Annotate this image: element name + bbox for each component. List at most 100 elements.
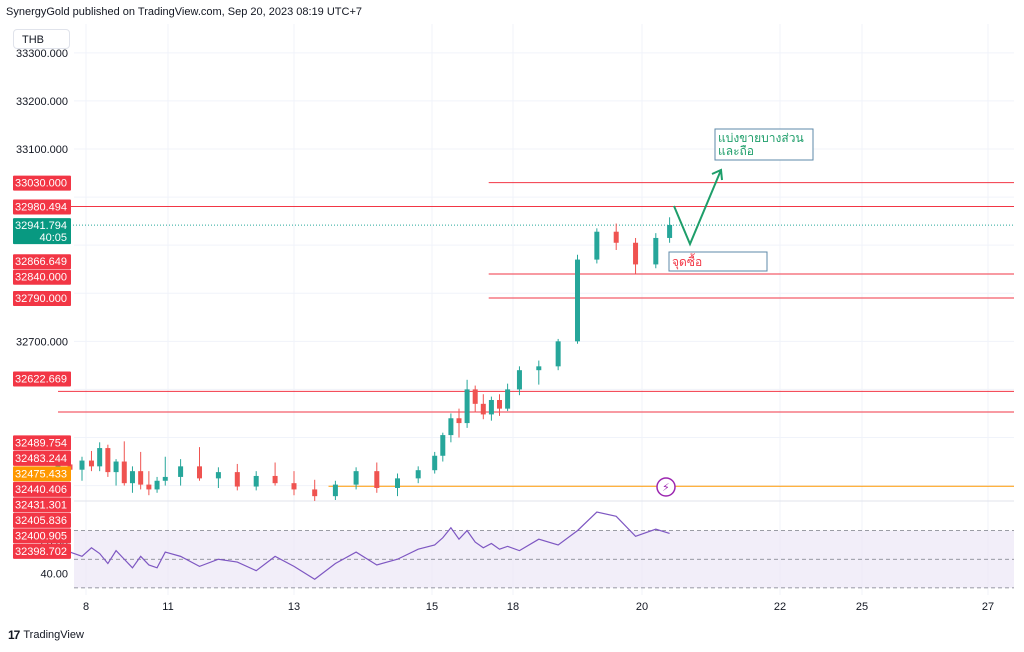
time-axis[interactable]: 8 11 13 15 18 20 22 25 27 [83, 601, 994, 613]
price-tick-label: 33300.000 [16, 48, 68, 60]
price-label-text: 32440.406 [15, 484, 67, 496]
candle-body [353, 471, 359, 485]
price-label-badge [13, 497, 71, 513]
candle-body [516, 370, 522, 390]
candle-body [253, 475, 259, 487]
candle-body [555, 341, 561, 367]
price-tick-label: 33200.000 [16, 96, 68, 108]
price-label-text: 32489.754 [15, 437, 67, 449]
price-tick-label: 33100.000 [16, 144, 68, 156]
price-label-badge [13, 543, 71, 559]
candle-body [480, 403, 486, 415]
candle-body [472, 389, 478, 404]
candle-body [332, 484, 338, 497]
currency-label[interactable]: THB [13, 29, 70, 49]
time-tick-label: 11 [162, 601, 173, 613]
candle-body [613, 231, 619, 243]
candle-body [594, 231, 600, 260]
candle-body [415, 470, 421, 479]
candle-body [488, 399, 494, 415]
candle-body [197, 466, 202, 479]
candle-body [162, 476, 168, 481]
annotation-text-sell: และถือ [718, 144, 754, 158]
candle-body [215, 472, 221, 479]
price-label-text: 32405.836 [15, 515, 67, 527]
rsi-line [57, 511, 670, 580]
candle-body [121, 461, 127, 484]
candle-body [312, 489, 318, 497]
annotation-text-buy: จุดซื้อ [672, 253, 702, 270]
candle-body [575, 259, 580, 342]
time-tick-label: 27 [982, 601, 994, 613]
grid [74, 24, 1014, 595]
rsi-series [57, 511, 670, 580]
time-tick-label: 22 [774, 601, 786, 613]
candle-body [667, 224, 673, 238]
tradingview-logo-icon: 17 [8, 628, 20, 642]
candle-body [178, 466, 184, 477]
candle-body [97, 448, 103, 467]
price-label-text: 32840.000 [15, 272, 67, 284]
annotation-text-sell: แบ่งขายบางส่วน [718, 131, 804, 145]
price-label-badge [13, 218, 71, 245]
footer-brand-text: TradingView [23, 629, 84, 641]
candle-body [432, 455, 438, 471]
projection-arrow [673, 169, 722, 247]
candle-body [154, 480, 160, 490]
candle-body [505, 389, 511, 409]
candle-body [138, 471, 144, 485]
candle-body [291, 483, 297, 490]
time-tick-label: 18 [507, 601, 519, 613]
publisher-line: SynergyGold published on TradingView.com… [6, 6, 362, 18]
candle-body [633, 242, 639, 265]
level-lines [58, 182, 1014, 487]
price-label-badge [13, 269, 71, 285]
candle-body [536, 366, 542, 371]
candle-body [129, 471, 135, 484]
price-label-badge [13, 199, 71, 215]
candle-body [113, 461, 119, 473]
candle-body [464, 389, 470, 424]
candle-body [146, 484, 152, 490]
price-label-badge [13, 254, 71, 270]
price-label-badge [13, 450, 71, 466]
price-label-badge [13, 512, 71, 528]
price-label-text: 32400.905 [15, 530, 67, 542]
candle-body [105, 448, 111, 473]
candle-body [88, 460, 94, 467]
price-label-text: 33030.000 [15, 178, 67, 190]
price-label-text: 32483.244 [15, 453, 67, 465]
candle-body [395, 478, 400, 488]
lightning-icon [656, 477, 676, 497]
candlestick-series [55, 217, 673, 501]
price-label-badge [13, 291, 71, 307]
price-label-text: 32866.649 [15, 256, 67, 268]
price-label-badge [13, 175, 71, 191]
time-tick-label: 25 [856, 601, 868, 613]
price-label-badge [13, 435, 71, 451]
candle-body [456, 418, 462, 424]
price-label-text: 32475.433 [15, 468, 67, 480]
candle-body [440, 435, 446, 456]
price-axis[interactable]: 33300.00033200.00033100.00032700.00080.0… [13, 48, 71, 581]
time-tick-label: 20 [636, 601, 648, 613]
candle-body [448, 418, 454, 436]
price-label-text: 32622.669 [15, 374, 67, 386]
rsi-tick-label: 40.00 [40, 569, 68, 581]
price-label-text: 32431.301 [15, 499, 67, 511]
annotation-box-buy [668, 251, 768, 272]
candle-body [79, 460, 85, 470]
footer-brand: 17 TradingView [8, 628, 84, 642]
countdown-text: 40:05 [39, 232, 67, 244]
price-label-badge [13, 528, 71, 544]
price-label-text: 32941.794 [15, 220, 67, 232]
price-label-badge [13, 371, 71, 387]
price-label-text: 32980.494 [15, 201, 67, 213]
price-label-text: 32790.000 [15, 293, 67, 305]
candle-body [374, 471, 380, 488]
price-label-badge [13, 481, 71, 497]
lightning-glyph: ⚡ [662, 481, 670, 494]
time-tick-label: 15 [426, 601, 438, 613]
